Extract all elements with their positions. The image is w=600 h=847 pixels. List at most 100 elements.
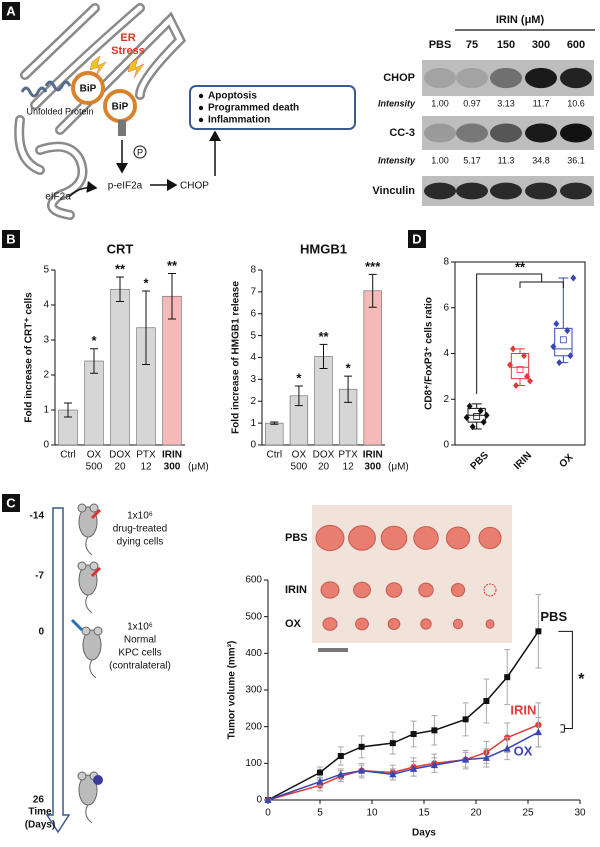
x-tick-label: 20	[470, 808, 482, 819]
y-tick-label: 4	[443, 348, 449, 359]
series-label: IRIN	[510, 702, 536, 717]
tumor	[353, 581, 371, 599]
lane-label: 150	[497, 39, 515, 51]
series-line	[267, 731, 539, 801]
error-bar	[90, 348, 98, 374]
injection-text: Normal	[124, 635, 156, 646]
significance: *	[346, 361, 352, 376]
blot-band	[490, 182, 522, 200]
intensity-value: 11.7	[533, 98, 550, 108]
marker	[462, 755, 470, 763]
p-eif2a-label: p-eIF2a	[108, 181, 143, 192]
marker	[482, 753, 490, 761]
significance-bracket	[476, 273, 564, 394]
marker	[431, 727, 438, 734]
marker	[337, 770, 345, 778]
marker	[462, 716, 469, 723]
injection-text: dying cells	[117, 537, 164, 548]
outcome: Programmed death	[208, 103, 299, 114]
intensity-value: 11.3	[498, 155, 515, 165]
tumor	[385, 582, 403, 598]
y-tick-label: 8	[250, 265, 256, 276]
panel-label: A	[6, 3, 16, 18]
dose-unit: (μM)	[188, 462, 209, 473]
mouse-ear	[77, 771, 87, 781]
panel-badge	[2, 2, 20, 20]
injection-arrow	[70, 618, 84, 632]
y-tick-label: 1	[43, 405, 49, 416]
marker	[410, 764, 418, 772]
timepoint: -7	[35, 571, 44, 582]
mouse-ear	[77, 503, 87, 513]
intensity-value: 5.17	[463, 155, 481, 165]
intensity-value: 1.00	[431, 98, 449, 108]
x-tick-label: IRIN	[512, 450, 534, 472]
y-axis-label: Fold increase of HMGB1 release	[231, 281, 242, 434]
lane-label: 75	[466, 39, 478, 51]
outcome: Inflammation	[208, 115, 270, 126]
bip-label: BiP	[112, 102, 129, 113]
y-axis-label: Tumor volume (mm³)	[227, 641, 238, 740]
marker	[410, 731, 417, 737]
marker	[316, 777, 324, 785]
panel-badge	[2, 494, 20, 512]
blot-band	[456, 182, 488, 200]
tumor	[348, 525, 376, 551]
tumor	[420, 618, 432, 630]
point	[570, 274, 577, 282]
x-tick-label: 10	[366, 808, 378, 819]
timeline	[45, 507, 71, 834]
point	[524, 372, 530, 380]
marker	[264, 796, 272, 803]
y-tick-label: 3	[250, 374, 256, 385]
error-bar	[116, 276, 124, 302]
blot-row-label: CHOP	[383, 72, 415, 84]
error-bar	[368, 273, 377, 308]
x-tick-label: 5	[317, 808, 323, 819]
y-tick-label: 300	[245, 685, 262, 696]
y-tick-label: 5	[250, 330, 256, 341]
point	[480, 418, 487, 426]
timepoint: 26	[33, 795, 45, 806]
blot-band	[456, 67, 488, 89]
marker	[535, 628, 542, 635]
lane-label: 300	[532, 39, 550, 51]
intensity-value: 1.00	[431, 155, 449, 165]
dose-label: 20	[114, 462, 126, 473]
tumor	[485, 619, 495, 629]
intensity-value: 3.13	[497, 98, 515, 108]
significance: **	[167, 258, 178, 273]
significance: **	[115, 261, 126, 276]
marker	[504, 674, 511, 681]
dose-label: 12	[343, 462, 355, 473]
intensity-value: 36.1	[567, 155, 585, 165]
photo-row-label: PBS	[285, 532, 308, 544]
tumor	[93, 775, 103, 785]
y-axis-label: CD8⁺/FoxP3⁺ cells ratio	[424, 297, 435, 410]
tumor	[413, 526, 439, 550]
point	[510, 345, 516, 353]
er-stress-label: ER	[120, 32, 135, 44]
series-label: PBS	[540, 609, 567, 624]
tumor	[387, 618, 401, 630]
marker	[483, 698, 490, 704]
intensity-label: Intensity	[378, 155, 416, 165]
intensity-value: 0.97	[463, 98, 481, 108]
point	[556, 359, 563, 367]
series-label: OX	[514, 744, 533, 759]
marker	[358, 766, 366, 774]
y-tick-label: 4	[43, 300, 49, 311]
x-tick-label: OX	[292, 450, 307, 461]
y-tick-label: 2	[43, 370, 49, 381]
y-tick-label: 4	[250, 352, 256, 363]
point	[521, 352, 527, 360]
significance: *	[578, 671, 585, 688]
lane-label: PBS	[429, 39, 452, 51]
chop-label: CHOP	[180, 181, 209, 192]
bar	[265, 422, 284, 446]
marker	[358, 743, 365, 750]
significance: **	[318, 329, 329, 344]
timepoint: 0	[38, 627, 44, 638]
point	[463, 414, 470, 422]
blot-row-label: Vinculin	[372, 185, 415, 197]
